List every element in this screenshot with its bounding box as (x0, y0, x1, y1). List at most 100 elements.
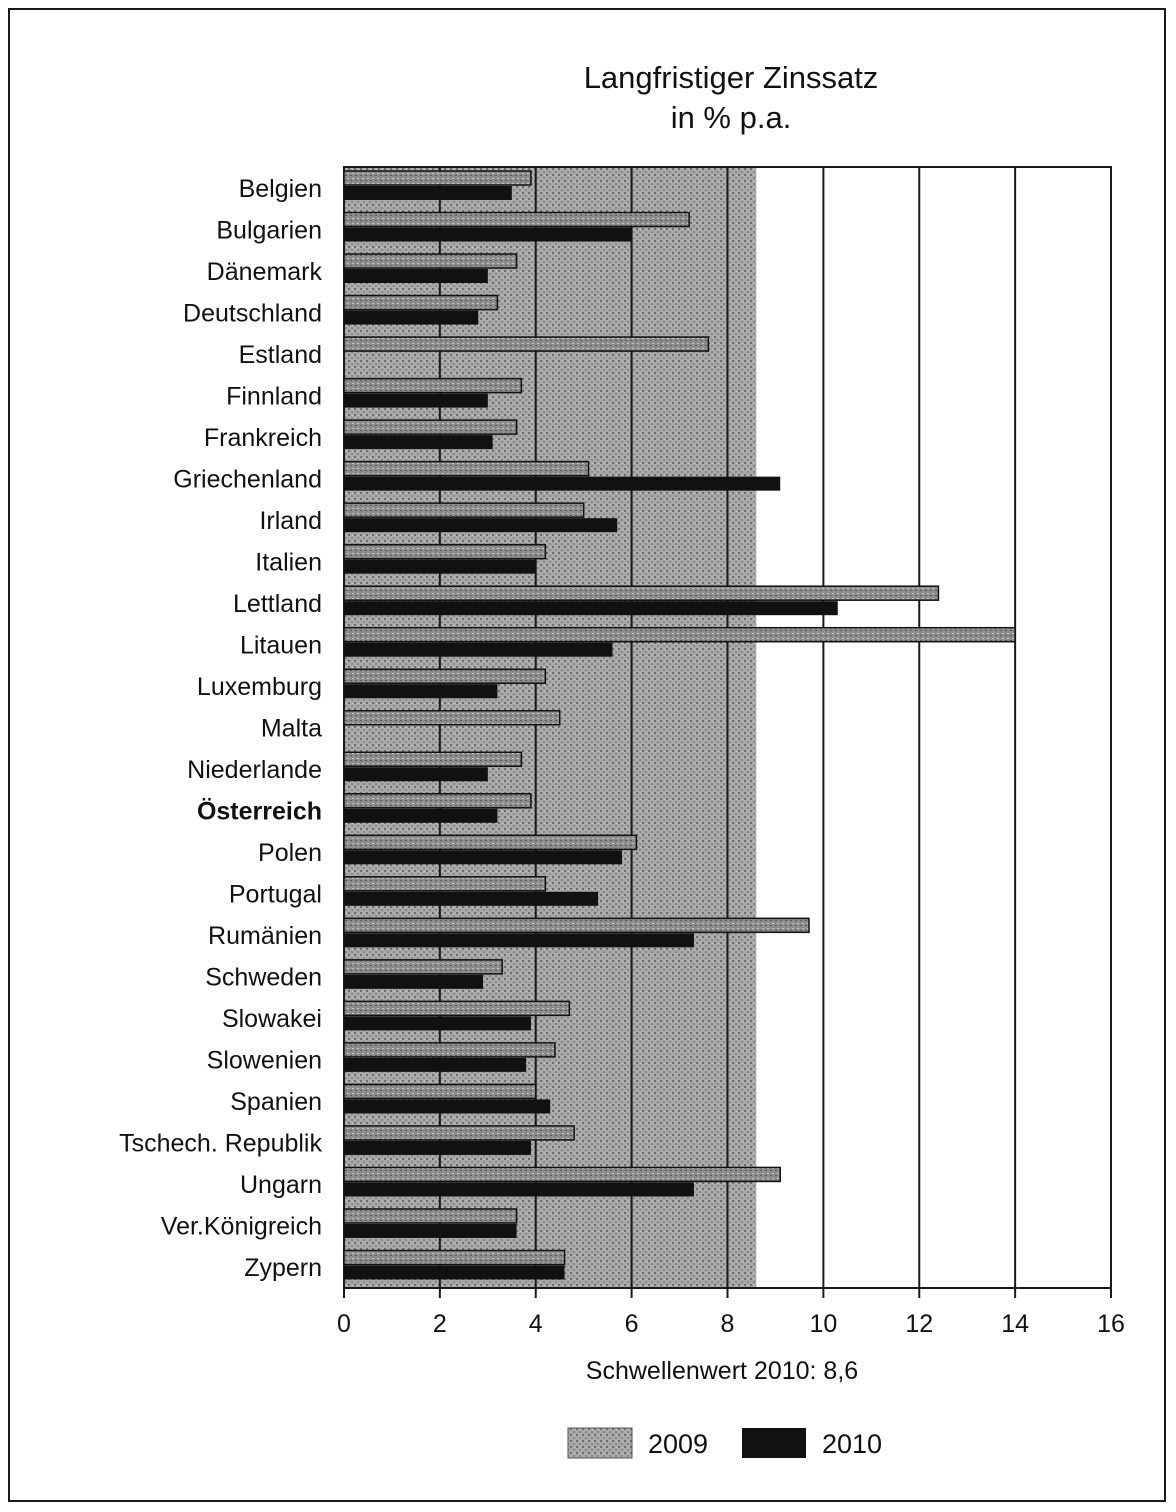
bar-2009-6 (343, 419, 518, 435)
legend-swatch-2009 (567, 1427, 633, 1459)
bar-2009-13 (343, 709, 561, 726)
category-label-2: Dänemark (207, 258, 323, 286)
bar-2009-4 (343, 336, 710, 352)
bar-2009-21 (343, 1042, 556, 1058)
category-label-25: Ver.Königreich (161, 1213, 322, 1241)
bar-2010-24 (344, 1182, 694, 1197)
bar-2010-10 (344, 601, 838, 616)
bar-2009-17 (343, 876, 547, 892)
category-label-8: Irland (259, 507, 322, 535)
bar-2010-9 (344, 559, 536, 574)
legend: 2009 2010 (567, 1427, 882, 1459)
category-label-6: Frankreich (204, 424, 322, 452)
category-label-23: Tschech. Republik (119, 1130, 322, 1158)
category-label-18: Rumänien (208, 922, 322, 950)
chart-title-line1: Langfristiger Zinssatz (584, 60, 879, 95)
bar-2010-18 (344, 933, 694, 948)
x-tick-label-10: 10 (809, 1310, 837, 1338)
bar-2010-21 (344, 1057, 527, 1072)
bar-2009-10 (343, 585, 940, 601)
bar-2009-7 (343, 460, 590, 477)
bar-2010-8 (344, 518, 618, 533)
bar-2010-17 (344, 891, 599, 906)
x-tick-label-6: 6 (625, 1310, 639, 1338)
legend-label-2009: 2009 (648, 1429, 708, 1459)
category-label-22: Spanien (230, 1088, 322, 1116)
x-tick-label-2: 2 (433, 1310, 447, 1338)
bar-2010-14 (344, 767, 488, 782)
bar-2009-1 (343, 211, 690, 228)
bar-2009-24 (343, 1166, 781, 1183)
category-label-10: Lettland (233, 590, 322, 618)
bar-2010-2 (344, 269, 488, 284)
category-label-7: Griechenland (173, 465, 322, 493)
bar-2009-22 (343, 1083, 537, 1100)
bars (343, 170, 1016, 1280)
category-label-20: Slowakei (222, 1005, 322, 1033)
bar-2009-11 (343, 626, 1016, 643)
bar-2010-7 (344, 476, 781, 491)
bar-2010-6 (344, 435, 493, 450)
category-label-24: Ungarn (240, 1171, 322, 1199)
bar-2010-5 (344, 393, 488, 408)
bar-2009-12 (343, 668, 547, 684)
category-label-13: Malta (261, 715, 322, 743)
bar-2009-19 (343, 959, 503, 975)
category-label-19: Schweden (205, 964, 322, 992)
category-label-21: Slowenien (207, 1047, 322, 1075)
bar-2010-3 (344, 310, 479, 325)
x-axis: 0 2 4 6 8 10 12 14 16 (337, 1288, 1125, 1338)
bar-2010-11 (344, 642, 613, 657)
category-label-14: Niederlande (187, 756, 322, 784)
category-label-17: Portugal (229, 881, 322, 909)
bar-2009-23 (343, 1125, 575, 1141)
x-tick-label-16: 16 (1097, 1310, 1125, 1338)
category-label-11: Litauen (240, 631, 322, 659)
x-tick-label-0: 0 (337, 1310, 351, 1338)
bar-2010-16 (344, 850, 623, 865)
category-label-16: Polen (258, 839, 322, 867)
bar-2010-23 (344, 1140, 531, 1155)
bar-2009-14 (343, 751, 523, 768)
bar-2010-1 (344, 227, 632, 242)
category-labels: Belgien Bulgarien Dänemark Deutschland Estla… (119, 175, 322, 1282)
bar-2010-26 (344, 1265, 565, 1280)
bar-2010-19 (344, 974, 484, 989)
bar-2009-8 (343, 502, 585, 518)
bar-2010-20 (344, 1016, 531, 1031)
bar-2010-0 (344, 186, 512, 200)
bar-2009-16 (343, 834, 638, 851)
bar-2009-25 (343, 1208, 518, 1224)
category-label-26: Zypern (244, 1254, 322, 1282)
bar-2009-18 (343, 917, 810, 934)
x-tick-label-12: 12 (905, 1310, 933, 1338)
x-tick-label-4: 4 (529, 1310, 543, 1338)
bar-2009-15 (343, 793, 532, 809)
category-label-0: Belgien (239, 175, 322, 203)
category-label-3: Deutschland (183, 299, 322, 327)
category-label-15: Österreich (197, 797, 322, 826)
bar-2010-15 (344, 808, 498, 823)
bar-2009-0 (343, 170, 532, 186)
threshold-shading (344, 167, 757, 1288)
bar-2009-2 (343, 253, 518, 269)
bar-2009-3 (343, 294, 499, 311)
bar-2010-12 (344, 684, 498, 699)
category-label-1: Bulgarien (216, 216, 322, 244)
bar-2009-20 (343, 1000, 571, 1017)
bar-2009-5 (343, 377, 523, 394)
bar-2010-25 (344, 1223, 517, 1238)
threshold-note: Schwellenwert 2010: 8,6 (586, 1357, 858, 1385)
bar-2009-9 (343, 543, 547, 560)
chart-frame (8, 8, 1166, 1502)
category-label-12: Luxemburg (197, 673, 322, 701)
legend-label-2010: 2010 (822, 1429, 882, 1459)
chart-title-line2: in % p.a. (671, 100, 792, 135)
x-tick-label-8: 8 (721, 1310, 735, 1338)
category-label-4: Estland (239, 341, 322, 369)
x-tick-label-14: 14 (1001, 1310, 1029, 1338)
legend-swatch-2010 (742, 1428, 806, 1458)
bar-2009-26 (343, 1249, 566, 1266)
threshold-band (344, 167, 757, 1288)
